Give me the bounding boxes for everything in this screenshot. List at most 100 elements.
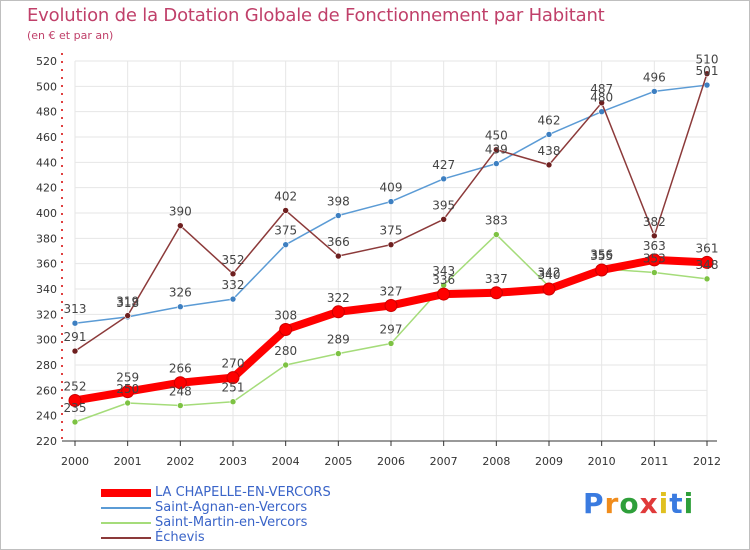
data-point <box>647 253 661 267</box>
data-label: 313 <box>64 302 87 316</box>
data-label: 308 <box>274 309 297 323</box>
y-tick-label: 320 <box>36 308 57 321</box>
data-label: 409 <box>380 181 403 195</box>
data-label: 383 <box>485 214 508 228</box>
data-point <box>440 175 447 183</box>
x-tick-label: 2001 <box>114 455 142 468</box>
x-tick-label: 2011 <box>640 455 668 468</box>
data-label: 343 <box>432 264 455 278</box>
data-label: 438 <box>538 144 561 158</box>
data-label: 480 <box>590 91 613 105</box>
data-label: 332 <box>222 278 245 292</box>
y-tick-label: 220 <box>36 435 57 448</box>
data-point <box>177 303 184 311</box>
data-point <box>493 160 500 167</box>
data-label: 356 <box>590 248 613 262</box>
data-point <box>387 198 395 205</box>
legend-label: LA CHAPELLE-EN-VERCORS <box>155 485 331 500</box>
data-point <box>173 376 187 390</box>
data-label: 289 <box>327 333 350 347</box>
x-tick-label: 2006 <box>377 455 405 468</box>
data-point <box>489 286 503 300</box>
data-label: 390 <box>169 205 192 219</box>
data-label: 270 <box>222 357 245 371</box>
legend-label: Saint-Martin-en-Vercors <box>155 515 308 530</box>
x-tick-label: 2005 <box>324 455 352 468</box>
data-label: 248 <box>169 385 192 399</box>
data-point <box>387 340 395 347</box>
y-tick-label: 280 <box>36 359 57 372</box>
data-point <box>71 319 79 327</box>
data-point <box>493 146 500 153</box>
data-label: 375 <box>274 224 297 238</box>
data-label: 375 <box>380 224 403 238</box>
x-tick-label: 2007 <box>430 455 458 468</box>
data-point <box>545 161 553 169</box>
data-label: 336 <box>432 273 455 287</box>
data-label: 348 <box>696 258 719 272</box>
x-tick-label: 2012 <box>693 455 721 468</box>
data-point <box>335 212 342 219</box>
data-point <box>651 88 658 95</box>
legend-swatch <box>101 522 151 524</box>
data-point <box>651 269 658 276</box>
logo-letter: P <box>583 487 605 520</box>
data-point <box>226 371 240 385</box>
data-label: 259 <box>116 371 139 385</box>
y-tick-label: 440 <box>36 156 57 169</box>
x-tick-label: 2000 <box>61 455 89 468</box>
y-tick-label: 360 <box>36 258 57 271</box>
data-label: 450 <box>485 129 508 143</box>
data-point <box>598 99 605 107</box>
data-label: 402 <box>274 189 297 203</box>
legend-swatch <box>101 507 151 509</box>
y-tick-label: 520 <box>36 55 57 68</box>
logo-letter: r <box>604 487 620 520</box>
data-point <box>121 385 135 399</box>
data-point <box>651 232 658 240</box>
data-point <box>229 398 237 406</box>
y-tick-label: 240 <box>36 410 57 423</box>
data-label: 366 <box>327 235 350 249</box>
x-tick-label: 2008 <box>482 455 510 468</box>
y-tick-label: 480 <box>36 106 57 119</box>
x-tick-label: 2004 <box>272 455 300 468</box>
data-point <box>279 323 293 337</box>
logo-letter: x <box>639 487 659 520</box>
data-point <box>545 131 553 138</box>
data-point <box>703 81 711 89</box>
data-label: 327 <box>380 284 403 298</box>
data-label: 342 <box>538 265 561 279</box>
y-tick-label: 460 <box>36 131 57 144</box>
data-point <box>335 350 342 357</box>
data-point <box>542 282 556 296</box>
data-point <box>440 216 447 223</box>
data-label: 297 <box>380 322 403 336</box>
data-point <box>700 255 714 269</box>
data-label: 326 <box>169 286 192 300</box>
data-point <box>177 222 184 229</box>
data-point <box>71 418 79 426</box>
legend-swatch <box>101 537 151 539</box>
data-label: 510 <box>696 53 719 67</box>
y-tick-label: 400 <box>36 207 57 220</box>
logo-letter: o <box>619 487 640 520</box>
legend-swatch <box>101 489 151 497</box>
data-point <box>282 207 289 214</box>
data-point <box>177 402 184 409</box>
data-label: 395 <box>432 198 455 212</box>
data-label: 251 <box>222 381 245 395</box>
legend-label: Échevis <box>155 530 205 545</box>
data-point <box>335 252 342 260</box>
data-label: 250 <box>116 382 139 396</box>
data-label: 353 <box>643 252 666 266</box>
data-label: 487 <box>590 82 613 96</box>
logo-letter: i <box>683 487 695 520</box>
y-tick-label: 380 <box>36 232 57 245</box>
y-tick-label: 500 <box>36 80 57 93</box>
data-label: 318 <box>116 296 139 310</box>
data-label: 382 <box>643 215 666 229</box>
data-label: 501 <box>696 64 719 78</box>
